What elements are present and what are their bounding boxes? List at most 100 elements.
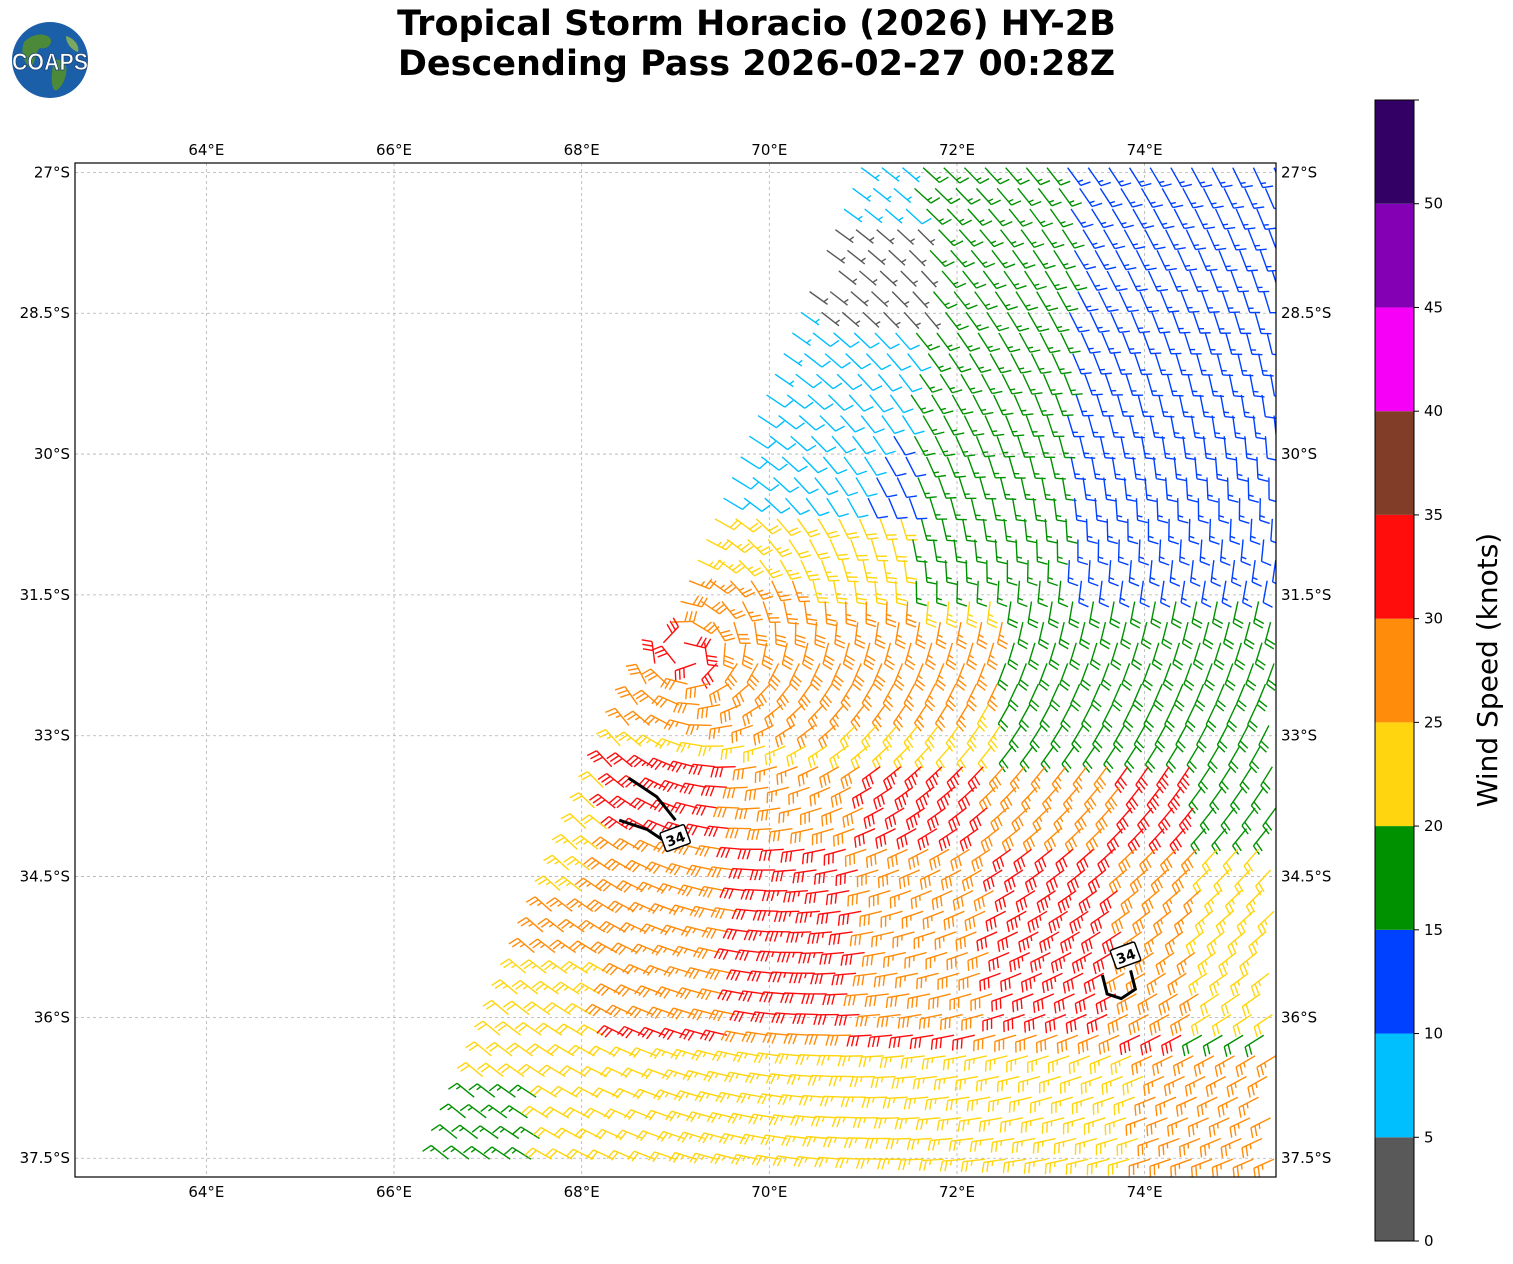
wind-barb xyxy=(1041,229,1065,249)
wind-barb xyxy=(1083,786,1100,814)
wind-barb xyxy=(1144,229,1166,250)
wind-barb xyxy=(905,601,917,628)
lat-tick-label: 31.5°S xyxy=(1281,586,1331,604)
wind-barb xyxy=(1090,910,1110,934)
wind-barb xyxy=(1068,311,1090,333)
wind-barb xyxy=(917,229,936,246)
wind-barb xyxy=(1164,477,1178,503)
wind-barb xyxy=(904,642,916,671)
wind-barb xyxy=(823,848,846,866)
wind-barb xyxy=(1159,580,1171,608)
wind-barb xyxy=(680,595,708,608)
wind-barb xyxy=(1130,642,1143,671)
wind-barb xyxy=(1114,766,1129,794)
wind-barb xyxy=(1240,539,1251,566)
wind-barb xyxy=(1006,560,1018,586)
wind-barb xyxy=(904,766,922,792)
wind-barb xyxy=(1146,374,1164,397)
wind-barb xyxy=(1223,621,1235,650)
wind-barb xyxy=(1237,353,1254,377)
wind-barb xyxy=(997,931,1019,952)
wind-barb xyxy=(1264,621,1276,650)
wind-barb xyxy=(925,951,948,970)
wind-barb xyxy=(807,931,833,945)
wind-barb xyxy=(1130,312,1151,334)
wind-barb xyxy=(1141,663,1153,691)
wind-barb xyxy=(1170,601,1182,629)
wind-barb xyxy=(1059,663,1071,691)
wind-barb xyxy=(855,229,875,244)
wind-barb xyxy=(1207,374,1224,398)
wind-barb xyxy=(1070,208,1094,228)
wind-barb xyxy=(845,601,857,627)
wind-barb xyxy=(1027,601,1039,629)
wind-barb xyxy=(1079,187,1103,208)
wind-barb xyxy=(894,580,908,606)
wind-barb xyxy=(931,394,954,415)
wind-barb xyxy=(951,394,974,415)
wind-barb xyxy=(925,456,947,478)
wind-barb xyxy=(1167,786,1182,814)
figure-title: Tropical Storm Horacio (2026) HY-2B Desc… xyxy=(0,4,1513,84)
wind-barb xyxy=(732,766,757,781)
wind-barb xyxy=(740,456,768,470)
wind-barb xyxy=(847,889,870,907)
wind-barb xyxy=(1137,807,1153,834)
wind-barb xyxy=(966,642,978,671)
wind-barb xyxy=(1084,374,1103,396)
wind-barb xyxy=(879,518,899,541)
wind-barb xyxy=(1177,250,1198,272)
wind-barb xyxy=(1080,332,1101,354)
wind-barb xyxy=(912,539,928,563)
wind-barb xyxy=(1092,952,1113,975)
wind-barb xyxy=(986,642,998,671)
wind-barb xyxy=(1173,910,1192,936)
wind-barb xyxy=(842,642,856,671)
wind-barb xyxy=(1078,436,1096,459)
wind-barb xyxy=(859,910,883,927)
wind-barb xyxy=(922,167,949,184)
wind-barb xyxy=(1269,374,1276,397)
wind-barb xyxy=(1101,332,1121,354)
wind-barb xyxy=(722,928,750,940)
wind-barb xyxy=(927,353,952,373)
wind-barb xyxy=(1208,518,1220,545)
wind-barb xyxy=(1123,477,1138,503)
wind-barb xyxy=(834,622,846,649)
wind-barb xyxy=(861,683,874,712)
wind-barb xyxy=(872,663,886,691)
wind-barb xyxy=(1156,250,1177,271)
wind-barb xyxy=(980,373,1003,395)
wind-barb xyxy=(569,792,596,809)
wind-barb xyxy=(924,311,942,330)
wind-barb xyxy=(651,645,676,664)
wind-barb xyxy=(747,538,773,556)
wind-barb xyxy=(820,559,840,582)
wind-barb xyxy=(701,927,729,939)
wind-barb xyxy=(692,946,721,960)
wind-barb xyxy=(988,951,1010,972)
wind-barb xyxy=(889,394,914,414)
wind-barb xyxy=(606,752,633,768)
wind-barb xyxy=(1223,188,1245,209)
wind-barb xyxy=(612,837,640,851)
wind-barb xyxy=(1005,167,1030,185)
wind-barb xyxy=(1228,374,1245,398)
wind-barb xyxy=(691,804,719,816)
wind-barb xyxy=(862,559,879,584)
wind-barb xyxy=(749,435,777,449)
wind-barb xyxy=(996,435,1016,458)
wind-barb xyxy=(821,807,843,827)
lon-tick-label: 70°E xyxy=(751,1183,787,1201)
wind-barb xyxy=(720,745,745,761)
wind-barb xyxy=(1071,725,1084,753)
wind-barb xyxy=(818,724,836,750)
wind-barb xyxy=(1191,601,1203,629)
wind-barb xyxy=(1030,353,1052,375)
wind-barb xyxy=(963,415,985,437)
wind-barb xyxy=(957,786,976,812)
wind-barb xyxy=(852,435,876,455)
wind-barb xyxy=(812,332,840,348)
wind-barb xyxy=(1053,498,1068,523)
wind-barb xyxy=(1121,663,1133,691)
